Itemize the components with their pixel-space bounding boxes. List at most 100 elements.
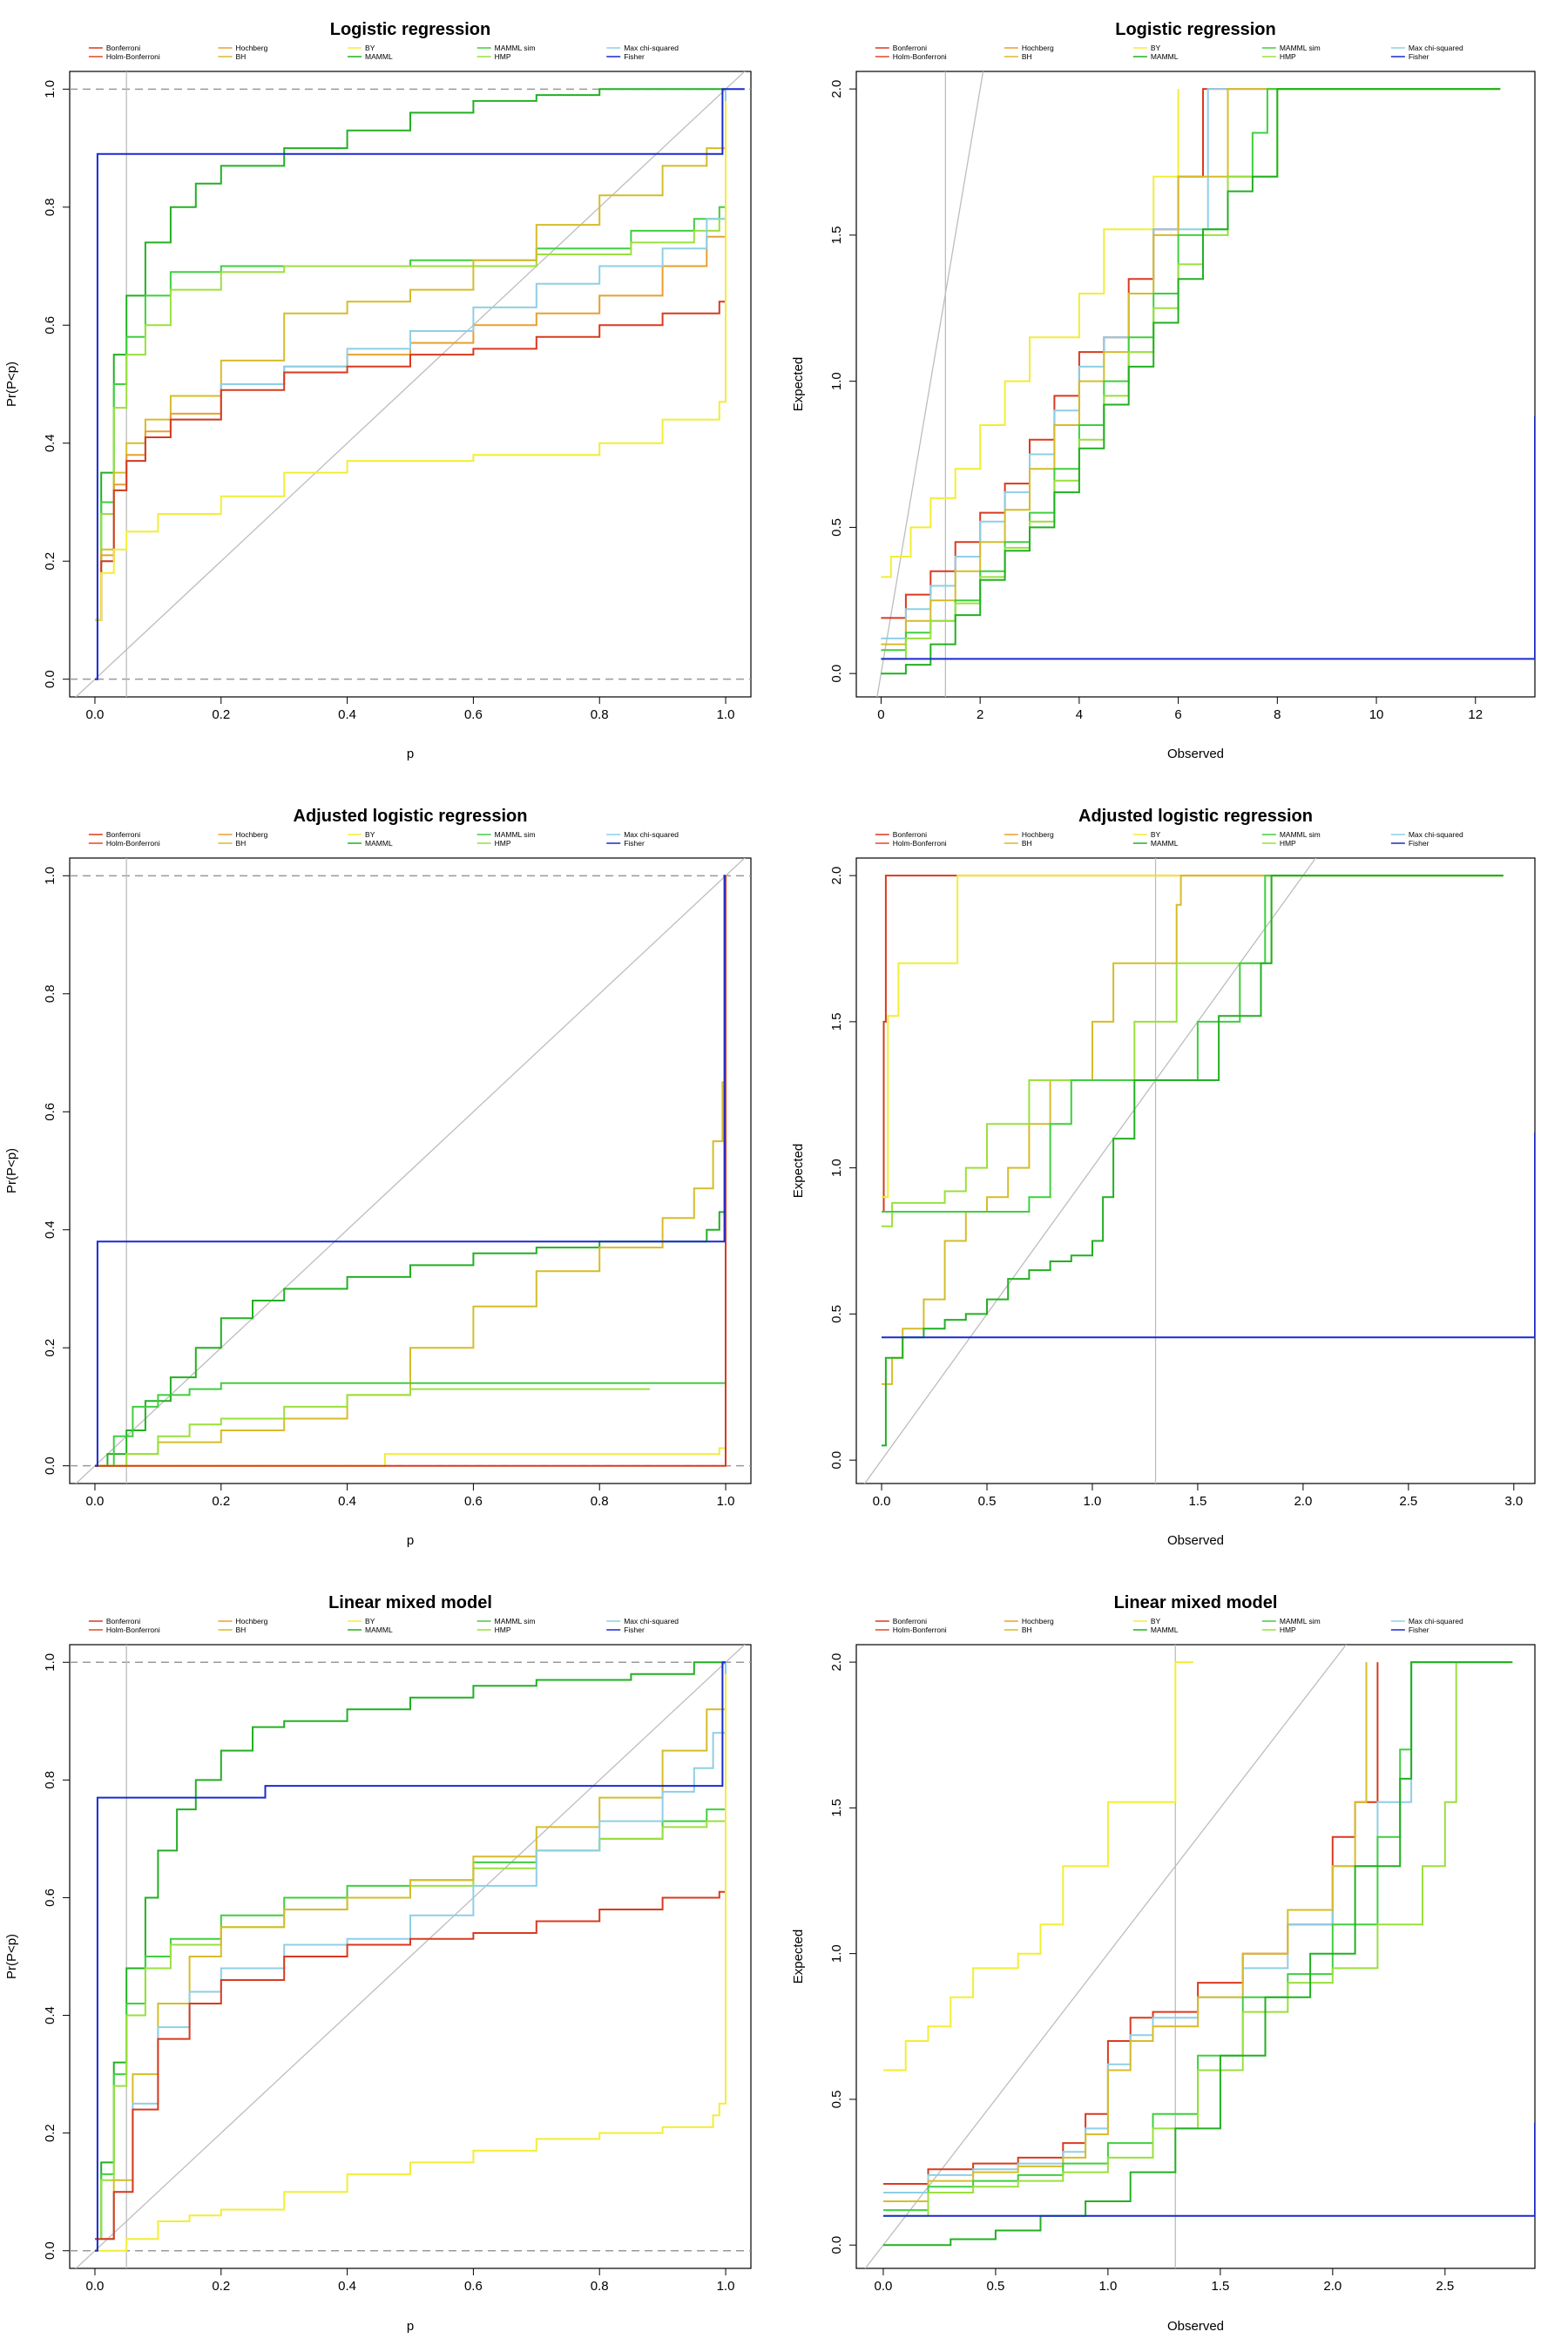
plot-area	[70, 1645, 751, 2268]
x-tick-label: 2.5	[1399, 1494, 1417, 1509]
legend-label: Max chi-squared	[624, 44, 679, 52]
y-tick-label: 1.0	[829, 372, 844, 390]
series-mamml-sim	[95, 89, 727, 621]
y-axis-label: Expected	[791, 1930, 806, 1984]
x-tick-label: 0.2	[212, 2279, 230, 2294]
y-tick-label: 0.8	[43, 984, 57, 1003]
plot-area	[876, 71, 1535, 697]
series-bh	[95, 875, 727, 1467]
y-tick-label: 1.0	[829, 1159, 844, 1177]
y-tick-label: 2.0	[829, 80, 844, 98]
legend-label: BY	[1151, 44, 1161, 52]
x-tick-label: 2.5	[1436, 2279, 1454, 2294]
y-tick-label: 1.0	[43, 80, 57, 98]
y-tick-label: 0.0	[43, 1456, 57, 1475]
legend-label: BH	[235, 1625, 246, 1634]
legend-label: MAMML	[365, 839, 393, 848]
legend-label: Fisher	[624, 839, 645, 848]
legend-label: Max chi-squared	[1409, 44, 1463, 52]
x-tick-label: 0.0	[86, 707, 105, 722]
y-tick-label: 0.5	[829, 2091, 844, 2109]
plot-area	[864, 1645, 1535, 2268]
y-tick-label: 0.5	[829, 518, 844, 537]
x-axis-label: p	[407, 1533, 414, 1548]
legend-label: Bonferroni	[106, 44, 140, 52]
x-tick-label: 0.4	[338, 1494, 356, 1509]
legend-label: Holm-Bonferroni	[893, 52, 947, 61]
x-tick-label: 4	[1076, 707, 1083, 722]
x-tick-label: 3.0	[1504, 1494, 1523, 1509]
legend-label: Hochberg	[235, 44, 267, 52]
y-tick-label: 0.4	[43, 2006, 57, 2024]
reference-diagonal	[75, 1645, 746, 2268]
y-tick-label: 0.8	[43, 198, 57, 216]
x-axis-label: p	[407, 747, 414, 761]
y-tick-label: 0.0	[43, 2241, 57, 2260]
legend-label: Hochberg	[1022, 44, 1054, 52]
legend-label: BH	[1022, 52, 1032, 61]
x-axis-label: p	[407, 2319, 414, 2334]
y-tick-label: 0.6	[43, 1889, 57, 1907]
legend: Bonferroni Hochberg BY MAMML sim Max chi-squ…	[88, 1617, 679, 1634]
y-tick-label: 0.0	[829, 665, 844, 683]
legend-label: HMP	[1280, 839, 1296, 848]
x-tick-label: 1.0	[717, 1494, 735, 1509]
legend-label: MAMML sim	[1280, 1617, 1321, 1625]
legend-label: Fisher	[1409, 52, 1429, 61]
x-tick-label: 1.0	[1084, 1494, 1102, 1509]
legend-label: Holm-Bonferroni	[106, 1625, 160, 1634]
y-axis-label: Expected	[791, 1144, 806, 1199]
series-mamml	[882, 875, 1504, 1447]
series-bonferroni	[95, 875, 727, 1467]
x-tick-label: 0.6	[464, 707, 483, 722]
x-tick-label: 0.4	[338, 2279, 356, 2294]
series-by	[95, 100, 727, 621]
x-tick-label: 0.8	[591, 2279, 609, 2294]
plot-frame	[855, 71, 1536, 698]
reference-diagonal	[864, 1645, 1348, 2268]
series-fisher	[95, 875, 726, 1467]
legend-label: Max chi-squared	[624, 830, 679, 839]
panel-title: Linear mixed model	[1114, 1593, 1278, 1612]
plot-frame	[69, 1644, 752, 2269]
x-tick-label: 1.0	[717, 707, 735, 722]
series-bonferroni	[95, 1809, 727, 2240]
y-axis-label: Pr(P<p)	[4, 1934, 19, 1979]
y-axis-label: Pr(P<p)	[4, 362, 19, 407]
legend-label: Hochberg	[235, 830, 267, 839]
legend-label: Max chi-squared	[1409, 830, 1463, 839]
series-by	[881, 89, 1179, 578]
y-tick-label: 1.5	[829, 1799, 844, 1817]
plot-area	[70, 858, 751, 1484]
legend-label: Holm-Bonferroni	[106, 839, 160, 848]
series-by	[883, 1661, 1193, 2072]
series-mamml	[881, 88, 1501, 675]
legend-label: BY	[1151, 1617, 1161, 1625]
x-tick-label: 10	[1369, 707, 1384, 722]
legend-label: MAMML	[1151, 839, 1179, 848]
series-max-chi-squared	[881, 88, 1501, 639]
x-tick-label: 0.6	[464, 2279, 483, 2294]
x-tick-label: 0.5	[978, 1494, 997, 1509]
y-tick-label: 0.2	[43, 2124, 57, 2142]
series-mamml-sim	[881, 88, 1501, 652]
y-tick-label: 2.0	[829, 1653, 844, 1672]
y-tick-label: 0.5	[829, 1305, 844, 1323]
legend: Bonferroni Hochberg BY MAMML sim Max chi-squ…	[875, 1617, 1463, 1634]
x-tick-label: 2.0	[1323, 2279, 1342, 2294]
series-fisher	[882, 1132, 1535, 1339]
series-by	[95, 1673, 727, 2252]
x-tick-label: 8	[1274, 707, 1281, 722]
legend-label: Holm-Bonferroni	[106, 52, 160, 61]
y-tick-label: 0.4	[43, 434, 57, 452]
y-tick-label: 1.0	[43, 1653, 57, 1672]
reference-diagonal	[75, 858, 746, 1484]
series-max-chi-squared	[95, 1662, 727, 2240]
legend: Bonferroni Hochberg BY MAMML sim Max chi-squ…	[88, 44, 679, 61]
series-bonferroni	[95, 206, 727, 621]
panel-title: Logistic regression	[330, 20, 491, 39]
legend: Bonferroni Hochberg BY MAMML sim Max chi-squ…	[875, 830, 1463, 848]
